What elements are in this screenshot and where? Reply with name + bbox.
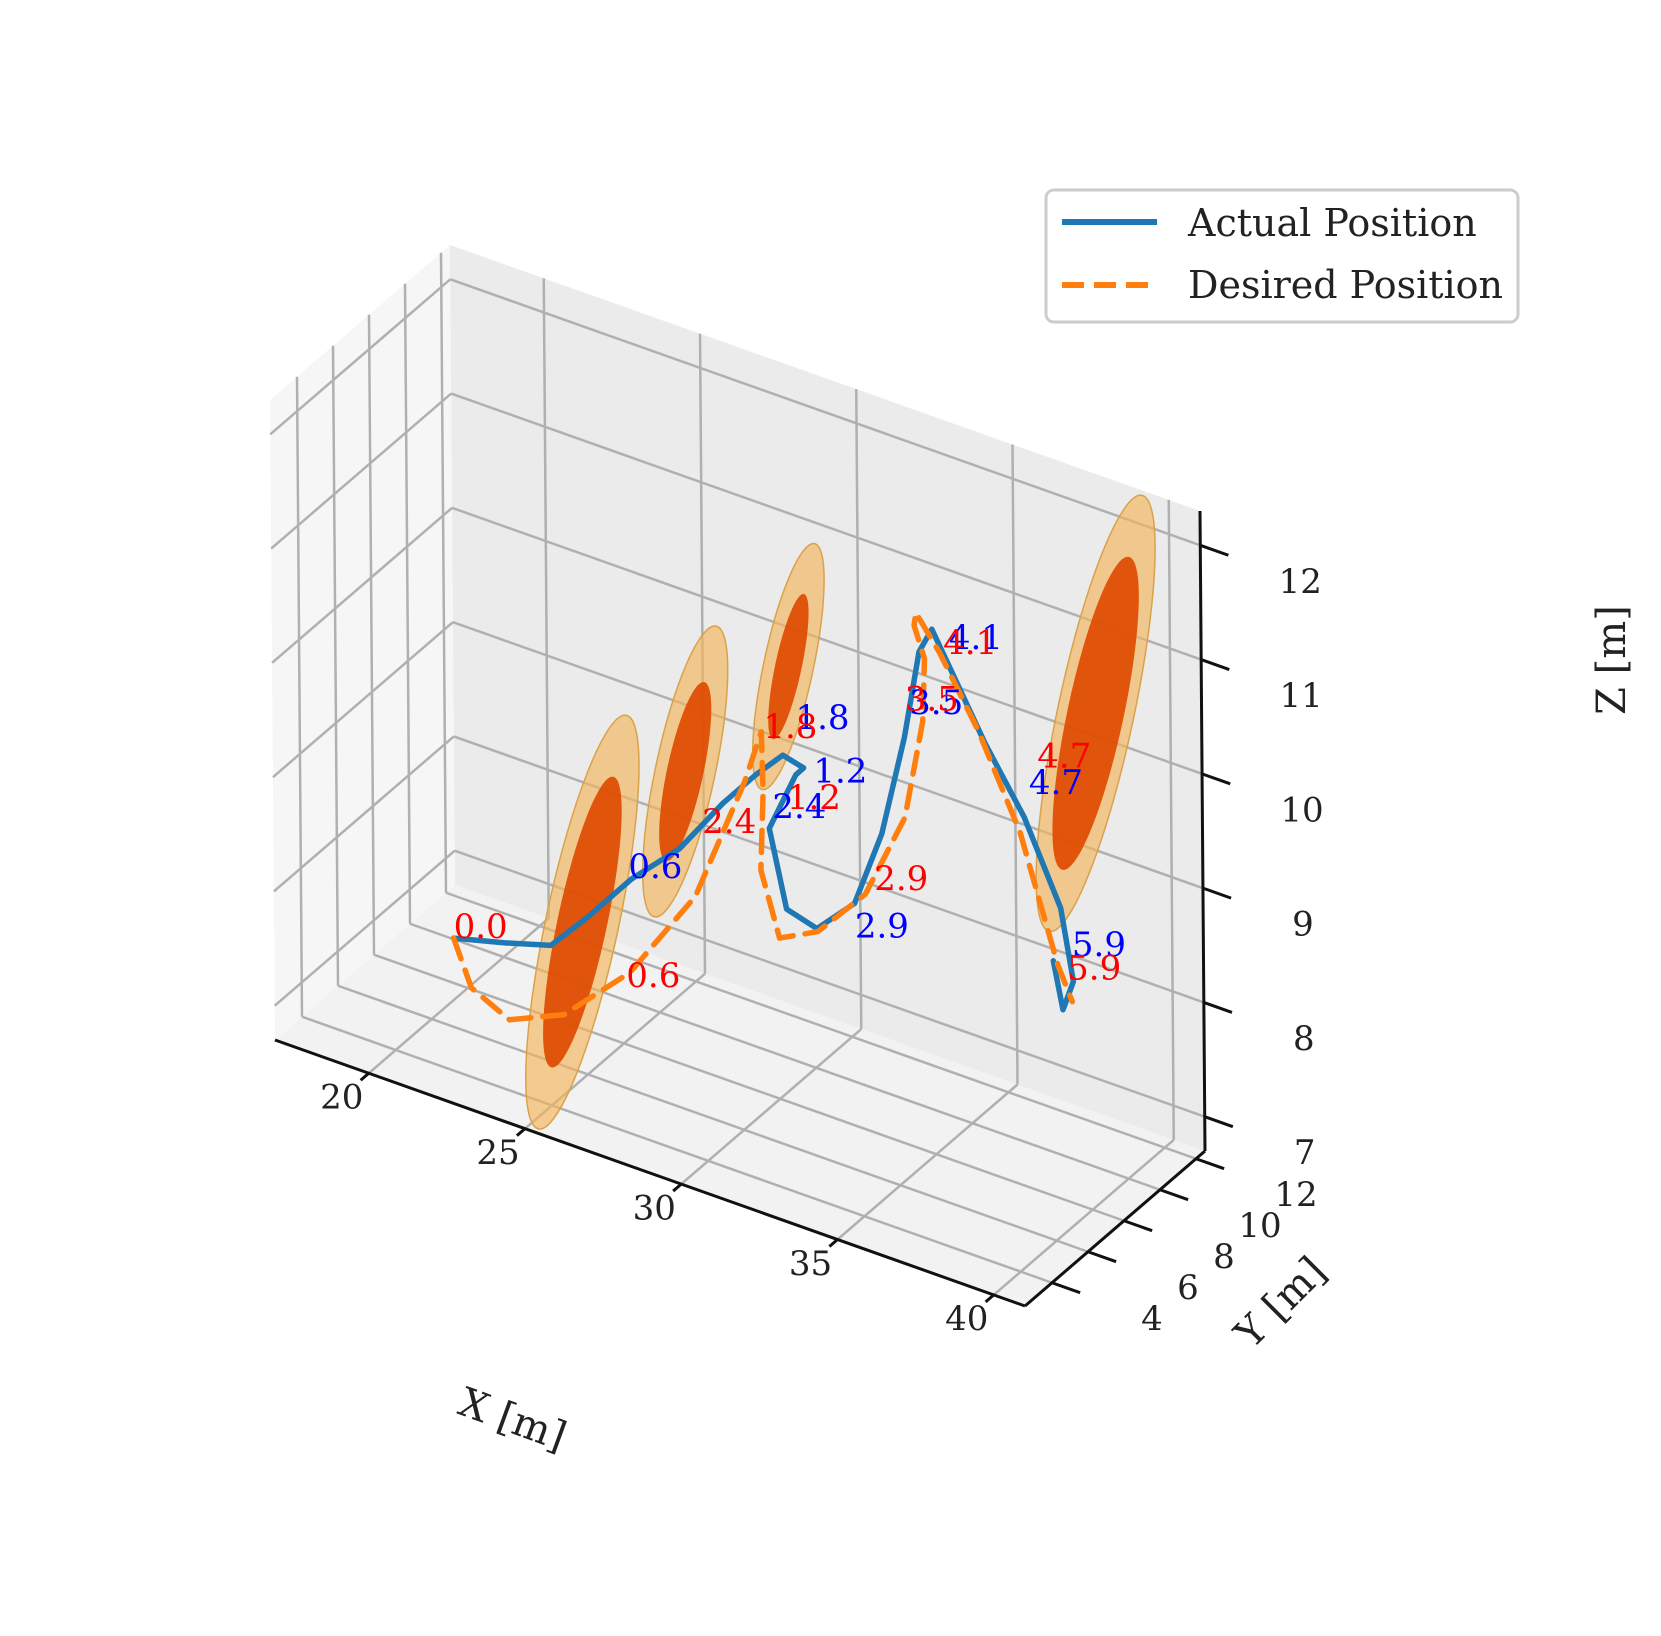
grid-y-floor-line xyxy=(301,1015,1053,1284)
grid-y-floor-line xyxy=(337,984,1089,1253)
actual-time-label: 4.7 xyxy=(1029,763,1083,803)
z-tick-mark xyxy=(1202,886,1232,900)
x-tick-mark xyxy=(672,1182,683,1193)
z-tick-mark xyxy=(1201,772,1231,786)
grid-y-left-line xyxy=(331,345,340,986)
y-tick-mark xyxy=(1087,1250,1117,1264)
x-axis-line xyxy=(274,1038,1026,1308)
actual-time-label: 1.2 xyxy=(813,751,867,791)
legend-box xyxy=(1044,188,1520,324)
x-tick-label: 25 xyxy=(476,1133,519,1173)
grid-y-left-line xyxy=(439,252,448,893)
grid-z-left-line xyxy=(272,621,454,779)
obstacle-2-core xyxy=(768,593,809,740)
desired-time-label: 5.9 xyxy=(1067,948,1121,988)
x-tick-mark xyxy=(984,1293,995,1304)
grid-y-left-line xyxy=(403,283,412,924)
desired-time-label: 4.7 xyxy=(1037,736,1091,776)
legend-label-desired: Desired Position xyxy=(1188,263,1503,307)
obstacle-1-core xyxy=(659,681,712,861)
actual-trajectory-line xyxy=(450,626,1077,1013)
z-tick-mark xyxy=(1203,1001,1233,1014)
grid-z-left-line xyxy=(269,278,452,436)
grid-y-left-line xyxy=(367,314,376,955)
grid-z-left-line xyxy=(271,506,453,664)
plot-content xyxy=(450,494,1156,1130)
z-tick-label: 7 xyxy=(1294,1133,1316,1173)
desired-time-label: 1.2 xyxy=(787,778,841,818)
z-tick-label: 10 xyxy=(1280,790,1323,830)
actual-time-label: 5.9 xyxy=(1072,925,1126,965)
z-tick-label: 12 xyxy=(1279,562,1322,602)
z-axis-line xyxy=(1198,510,1207,1152)
y-tick-mark xyxy=(1195,1157,1225,1171)
x-tick-label: 40 xyxy=(945,1299,988,1339)
x-tick-mark xyxy=(515,1127,526,1137)
grid-x-back-line xyxy=(1167,499,1175,1140)
desired-time-label: 2.9 xyxy=(874,859,928,899)
y-tick-label: 10 xyxy=(1238,1206,1281,1246)
x-tick-label: 35 xyxy=(789,1244,832,1284)
grid-x-back-line xyxy=(1011,444,1019,1085)
x-tick-mark xyxy=(828,1238,839,1248)
z-axis-title: Z [m] xyxy=(1589,605,1635,715)
floor-pane xyxy=(275,885,1205,1306)
grid-z-left-line xyxy=(270,392,452,550)
actual-time-label: 3.5 xyxy=(909,683,963,723)
actual-time-label: 2.4 xyxy=(772,787,826,827)
grid-y-left-line xyxy=(295,376,304,1017)
y-tick-label: 4 xyxy=(1141,1299,1163,1339)
grid-z-back-line xyxy=(450,392,1202,661)
y-axis-line xyxy=(1024,1149,1206,1308)
grid-z-left-line xyxy=(273,735,455,893)
time-labels: 0.00.60.61.21.21.81.82.42.42.92.93.53.54… xyxy=(454,618,1126,996)
y-tick-mark xyxy=(1123,1219,1153,1233)
z-tick-label: 11 xyxy=(1280,676,1323,716)
legend: Actual Position Desired Position xyxy=(1044,188,1520,324)
z-tick-label: 8 xyxy=(1293,1019,1315,1059)
y-tick-label: 8 xyxy=(1213,1237,1235,1277)
y-tick-label: 6 xyxy=(1177,1268,1199,1308)
desired-time-label: 0.6 xyxy=(626,956,680,996)
z-tick-mark xyxy=(1200,658,1230,671)
actual-time-label: 2.9 xyxy=(855,907,909,947)
grid-x-back-line xyxy=(542,278,550,919)
grid-z-left-line xyxy=(273,849,456,1007)
desired-time-label: 0.0 xyxy=(454,907,508,947)
desired-time-label: 1.8 xyxy=(763,707,817,747)
z-tick-label: 9 xyxy=(1292,905,1314,945)
desired-time-label: 3.5 xyxy=(905,679,959,719)
z-tick-mark xyxy=(1199,543,1229,557)
legend-label-actual: Actual Position xyxy=(1187,201,1477,245)
actual-time-label: 0.6 xyxy=(628,847,682,887)
y-tick-mark xyxy=(1051,1281,1081,1295)
grid-z-back-line xyxy=(449,278,1201,547)
x-tick-label: 20 xyxy=(320,1078,363,1118)
grid-x-floor-line xyxy=(992,1138,1175,1296)
grid-x-floor-line xyxy=(836,1083,1019,1241)
grid-z-back-line xyxy=(453,735,1205,1004)
axis-lines xyxy=(274,510,1234,1308)
actual-time-label: 1.8 xyxy=(795,698,849,738)
desired-time-label: 4.1 xyxy=(943,623,997,663)
z-tick-mark xyxy=(1204,1115,1234,1129)
grid-x-floor-line xyxy=(680,1028,863,1186)
y-tick-label: 12 xyxy=(1274,1175,1317,1215)
grid-y-floor-line xyxy=(373,953,1125,1222)
x-axis-title: X [m] xyxy=(453,1379,572,1460)
obstacle-3-core xyxy=(1052,556,1139,870)
desired-time-label: 2.4 xyxy=(702,802,756,842)
desired-trajectory-line xyxy=(450,609,1076,1023)
x-tick-mark xyxy=(359,1072,370,1082)
grid-x-back-line xyxy=(855,389,863,1030)
x-tick-label: 30 xyxy=(633,1188,676,1228)
y-axis-title: Y [m] xyxy=(1226,1248,1336,1358)
y-tick-mark xyxy=(1159,1188,1189,1202)
grid-y-floor-line xyxy=(409,922,1161,1191)
actual-time-label: 4.1 xyxy=(949,618,1003,658)
